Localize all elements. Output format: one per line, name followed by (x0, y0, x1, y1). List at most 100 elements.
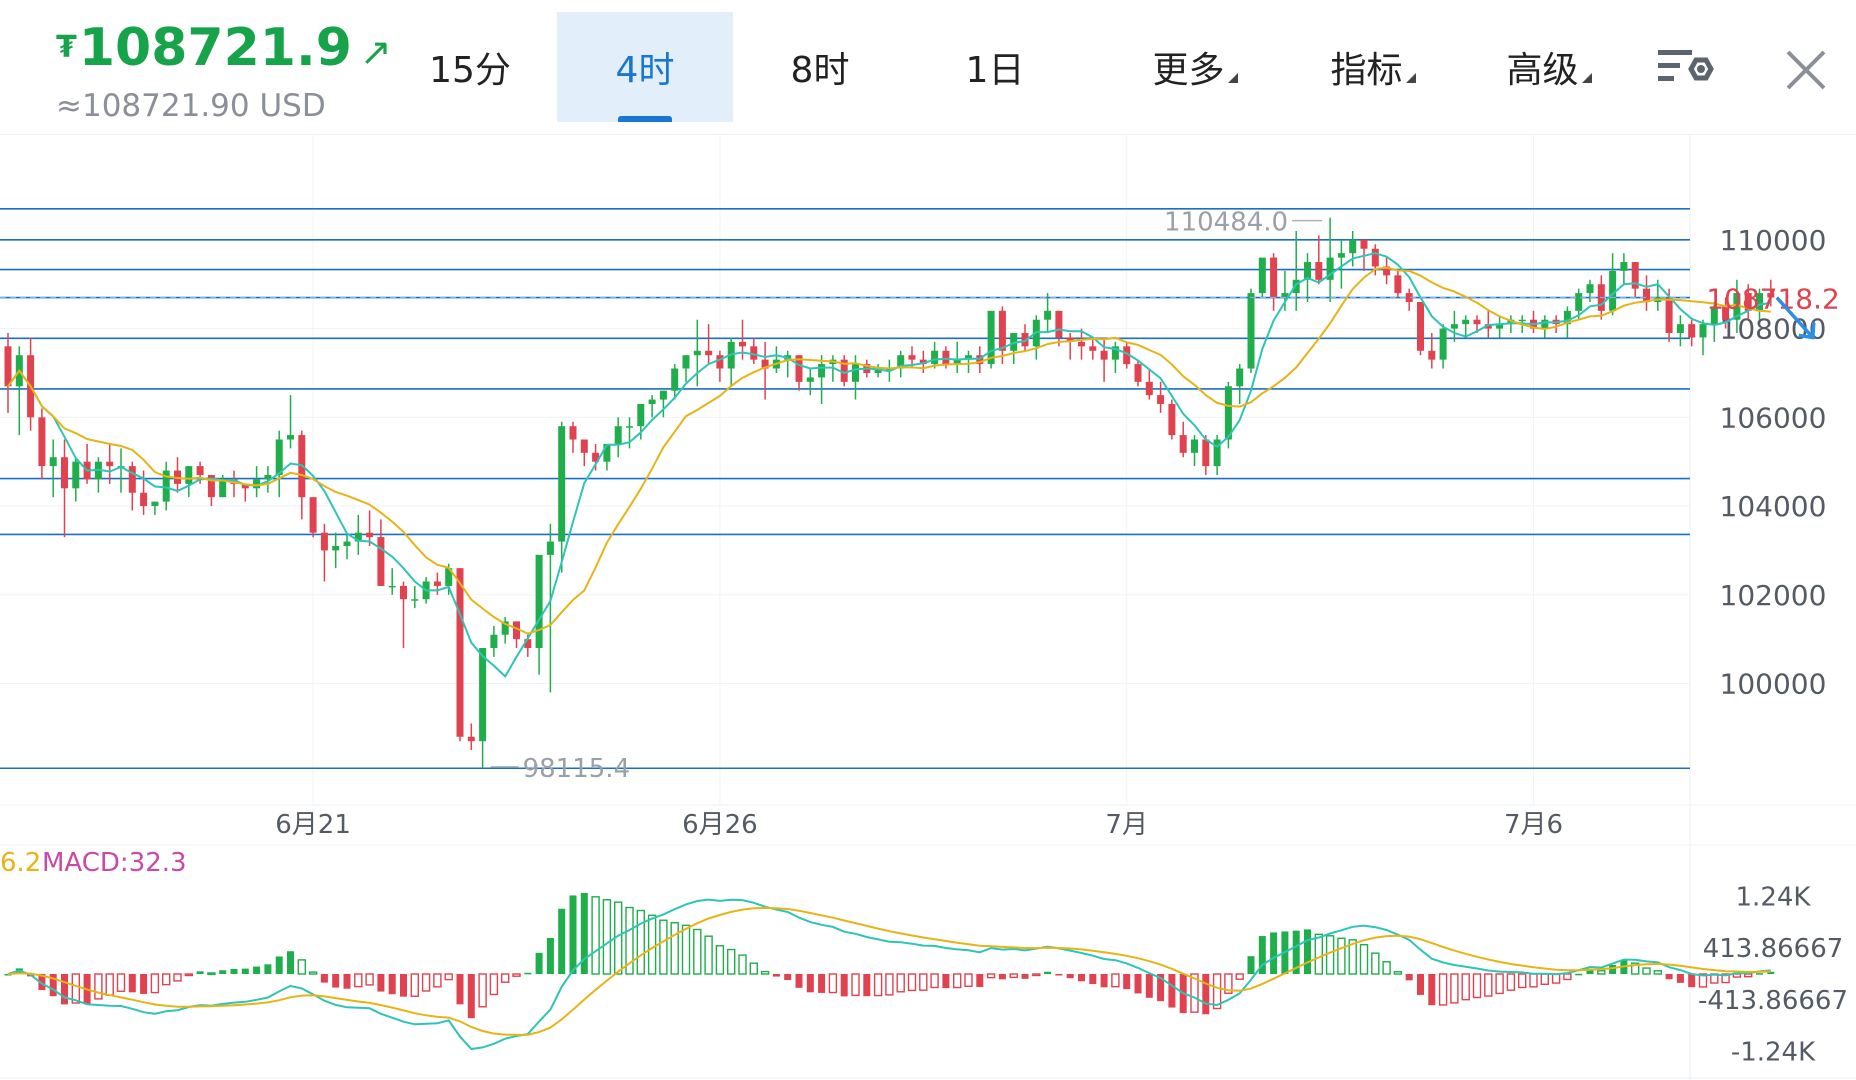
macd-histogram-bar (241, 968, 249, 974)
macd-histogram-bar (772, 974, 780, 977)
candle-body (287, 435, 294, 440)
macd-histogram-bar (546, 937, 554, 974)
macd-histogram-bar (207, 972, 216, 976)
candle-body (1021, 333, 1029, 347)
tab-label: 4时 (615, 50, 675, 91)
macd-histogram-bar (1517, 973, 1527, 989)
macd-histogram-bar (433, 973, 442, 988)
macd-histogram-bar (1145, 974, 1153, 998)
macd-histogram-bar (964, 973, 973, 987)
macd-histogram-bar (1089, 974, 1097, 985)
tab-15m[interactable]: 15分 (400, 12, 540, 122)
macd-histogram-bar (1597, 970, 1606, 975)
candle-body (942, 350, 950, 365)
tab-8h[interactable]: 8时 (750, 12, 890, 122)
tab-4h[interactable]: 4时 (557, 12, 733, 122)
macd-histogram-bar (1032, 973, 1041, 977)
macd-histogram-bar (1630, 962, 1640, 975)
candles-layer (4, 217, 1775, 768)
candle-body (1710, 306, 1718, 325)
macd-histogram-bar (647, 914, 657, 975)
candle-body (38, 417, 46, 467)
macd-histogram-bar (161, 973, 171, 986)
candle-body (433, 581, 441, 586)
candle-body (806, 377, 814, 382)
macd-histogram-bar (1472, 973, 1482, 999)
candle-body (965, 355, 972, 360)
candle-body (1722, 306, 1730, 320)
candle-body (1405, 293, 1413, 302)
macd-histogram-bar (1461, 973, 1470, 1001)
tab-more[interactable]: 更多 (1120, 12, 1270, 122)
macd-histogram-bar (795, 974, 803, 988)
macd-histogram-bar (444, 973, 453, 981)
x-tick-label: 7月6 (1504, 810, 1563, 840)
candle-body (1631, 262, 1639, 289)
macd-histogram-bar (625, 906, 634, 975)
candle-body (1586, 284, 1594, 294)
candle-body (219, 479, 227, 498)
candle-body (682, 355, 690, 369)
candle-body (614, 426, 622, 444)
macd-histogram-bar (1450, 973, 1459, 1004)
macd-histogram-bar (1247, 956, 1255, 974)
macd-histogram-bar (71, 973, 81, 1004)
macd-histogram-bar (1676, 974, 1684, 983)
macd-histogram-bar (749, 962, 758, 975)
macd-histogram-bar (275, 956, 283, 974)
candle-body (626, 426, 633, 428)
macd-histogram-bar (377, 974, 385, 992)
macd-histogram-bar (986, 973, 996, 979)
macd-histogram-bar (1337, 937, 1346, 975)
macd-histogram-bar (219, 970, 227, 974)
tab-1d[interactable]: 1日 (925, 12, 1065, 122)
candle-body (1643, 288, 1650, 302)
candle-body (671, 368, 679, 391)
y-tick-label: 110000 (1720, 224, 1827, 257)
macd-histogram-bar (760, 970, 770, 975)
macd-histogram-bar (1304, 929, 1311, 974)
candle-body (1270, 257, 1278, 298)
candle-body (1609, 270, 1617, 311)
last-price: ₮108721.9 ↗ (56, 18, 392, 78)
macd-histogram-bar (1563, 973, 1572, 981)
macd-histogram-bar (863, 974, 871, 997)
candle-body (1349, 239, 1357, 254)
macd-histogram-bar (591, 896, 600, 975)
candle-body (1292, 279, 1300, 294)
candle-body (162, 470, 170, 502)
macd-histogram-bar (1021, 974, 1029, 979)
macd-y-tick-label: -413.86667 (1698, 986, 1848, 1016)
candle-body (4, 346, 12, 387)
close-icon[interactable] (1776, 40, 1836, 100)
macd-histogram-bar (942, 974, 950, 989)
tab-label: 1日 (965, 50, 1025, 91)
support-resistance-lines (0, 208, 1690, 770)
candle-body (1518, 319, 1526, 322)
macd-histogram-bar (456, 974, 464, 1005)
tab-advanced[interactable]: 高级 (1474, 12, 1624, 122)
macd-histogram-bar (116, 973, 126, 992)
tab-label: 指标 (1330, 50, 1403, 91)
price-value: 108721.9 (78, 18, 352, 78)
macd-histogram-bar (421, 973, 431, 992)
macd-histogram-bar (953, 973, 962, 989)
candle-body (795, 355, 803, 382)
candle-body (659, 390, 667, 400)
macd-histogram-bar (1540, 973, 1550, 985)
macd-histogram-bar (535, 952, 543, 974)
macd-histogram-bar (681, 924, 691, 975)
macd-histogram-bar (140, 974, 148, 994)
candle-body (569, 426, 577, 440)
tab-indicators[interactable]: 指标 (1298, 12, 1448, 122)
macd-histogram-bar (4, 974, 12, 976)
active-tab-indicator (618, 116, 672, 122)
chart-settings-icon[interactable] (1656, 40, 1716, 100)
candle-body (1575, 293, 1583, 311)
candle-body (535, 554, 543, 649)
macd-histogram-bar (1348, 939, 1357, 975)
candle-body (1484, 324, 1492, 329)
candle-body (106, 461, 114, 467)
macd-histogram-bar (1359, 944, 1369, 975)
